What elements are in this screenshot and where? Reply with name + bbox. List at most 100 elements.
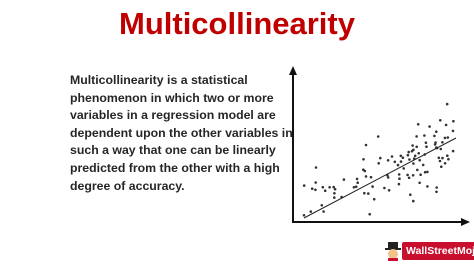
dot xyxy=(435,190,438,194)
title: Multicollinearity xyxy=(119,6,355,41)
dot xyxy=(356,181,359,184)
dot xyxy=(441,141,444,144)
dot xyxy=(386,159,390,162)
dot xyxy=(309,210,313,213)
dot xyxy=(399,160,403,163)
dot xyxy=(411,144,414,147)
dot xyxy=(322,210,325,213)
dot xyxy=(445,102,449,106)
paragraph-line: predicted from the other with a high xyxy=(70,160,280,175)
dot xyxy=(310,187,314,190)
dot xyxy=(368,212,371,216)
dot xyxy=(408,158,411,161)
dot xyxy=(411,174,415,177)
dot xyxy=(423,134,426,137)
dot xyxy=(397,173,401,176)
y-arrow xyxy=(289,66,297,75)
dot xyxy=(354,185,358,188)
dot xyxy=(428,125,431,128)
dot xyxy=(415,135,418,138)
scatter-illustration xyxy=(289,66,470,226)
dot xyxy=(447,157,450,161)
logo-text: WallStreetMojo xyxy=(402,242,474,260)
dot xyxy=(333,196,336,199)
dot xyxy=(407,176,411,180)
dot xyxy=(412,162,415,165)
dot xyxy=(402,167,405,170)
dot xyxy=(417,152,420,155)
dot xyxy=(386,176,390,179)
dot xyxy=(333,192,336,195)
dot xyxy=(332,185,335,189)
paragraph-line: degree of accuracy. xyxy=(70,178,185,193)
dot xyxy=(393,160,397,164)
dot xyxy=(412,199,415,203)
dot xyxy=(377,162,380,165)
dot xyxy=(419,173,422,176)
dot xyxy=(407,150,410,154)
dot xyxy=(321,185,325,189)
dot xyxy=(406,153,410,157)
dot xyxy=(416,168,419,172)
dot xyxy=(362,168,365,171)
dot xyxy=(434,141,437,144)
dot xyxy=(314,181,317,184)
dot xyxy=(367,192,370,195)
dot xyxy=(440,165,443,168)
dot xyxy=(355,177,359,181)
dot xyxy=(441,156,444,160)
paragraph-line: such a way that one can be linearly xyxy=(70,143,276,158)
logo-icon xyxy=(385,242,401,261)
dot xyxy=(390,155,394,158)
dot xyxy=(401,156,405,159)
dot xyxy=(437,156,441,160)
paragraph-line: phenomenon in which two or more xyxy=(70,90,274,105)
dot xyxy=(320,204,324,207)
dot xyxy=(452,119,455,123)
dot xyxy=(387,189,391,192)
dot xyxy=(435,186,438,189)
dot xyxy=(410,149,414,153)
paragraph-line: Multicollinearity is a statistical xyxy=(70,73,248,87)
dot xyxy=(333,187,337,191)
dot xyxy=(399,154,403,158)
dot xyxy=(439,147,443,151)
dot xyxy=(352,186,356,189)
paragraph-line: variables in a regression model are xyxy=(70,108,276,123)
dot xyxy=(363,191,366,195)
dot xyxy=(396,163,400,167)
dot xyxy=(435,130,438,133)
trend-line xyxy=(303,137,457,219)
x-arrow xyxy=(461,218,470,226)
dot xyxy=(421,163,425,167)
dot xyxy=(314,188,317,192)
dot xyxy=(409,193,412,196)
dot xyxy=(443,136,447,140)
dot xyxy=(416,123,420,126)
logo: WallStreetMojo xyxy=(384,240,474,262)
dot xyxy=(302,184,306,187)
dot xyxy=(379,156,382,160)
dot xyxy=(433,134,436,138)
dot xyxy=(446,154,449,157)
dot xyxy=(418,181,421,185)
dot xyxy=(438,159,442,163)
dot xyxy=(446,136,450,139)
dot xyxy=(376,135,380,138)
dot xyxy=(413,154,417,158)
dot xyxy=(369,175,373,179)
dot xyxy=(398,177,401,180)
dot xyxy=(342,178,346,181)
paragraph-line: dependent upon the other variables in xyxy=(70,125,293,140)
dot xyxy=(439,119,442,122)
dot xyxy=(451,129,455,133)
dot xyxy=(426,170,429,174)
dot xyxy=(426,185,429,188)
dot xyxy=(415,145,418,149)
dot xyxy=(425,145,428,148)
dot xyxy=(424,141,428,144)
dot xyxy=(328,186,331,189)
dot xyxy=(451,149,455,153)
dot xyxy=(371,185,374,188)
